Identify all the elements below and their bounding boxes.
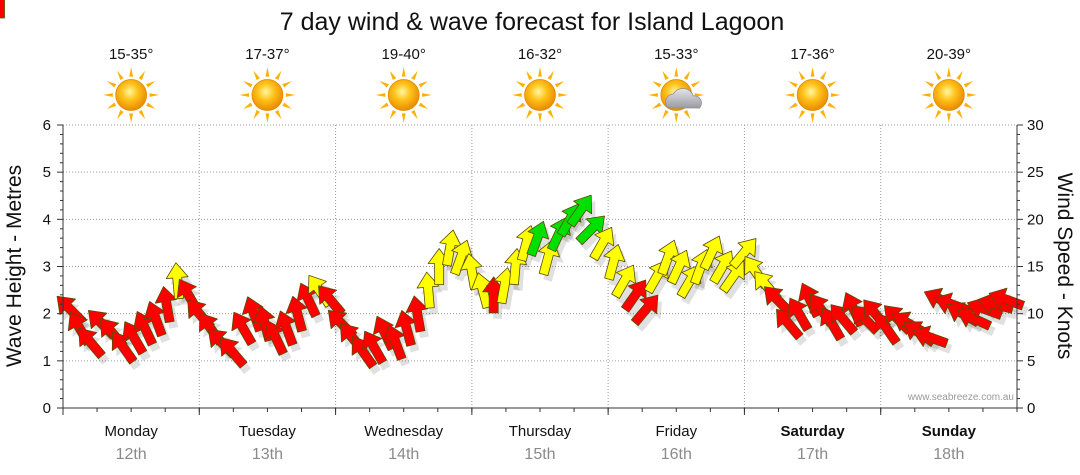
- sun-icon: [784, 66, 841, 124]
- wind-arrow: [405, 295, 429, 333]
- wind-arrow: [666, 249, 691, 286]
- wind-arrow: [611, 264, 636, 299]
- wind-arrow: [566, 194, 593, 228]
- day-name-label: Saturday: [780, 423, 845, 440]
- left-y-axis: 0 1 2 3 4 5 6: [43, 117, 63, 417]
- right-axis-title: Wind Speed - Knots: [1053, 173, 1076, 360]
- wind-arrows: [0, 0, 1025, 370]
- sun-icon: [239, 66, 296, 124]
- wind-arrow: [630, 294, 659, 327]
- wind-arrow: [603, 243, 626, 281]
- left-tick-label: 4: [43, 211, 51, 228]
- credit-text: www.seabreeze.com.au: [907, 392, 1014, 403]
- left-axis-title: Wave Height - Metres: [3, 165, 26, 367]
- left-tick-label: 1: [43, 353, 51, 370]
- sun-icon: [511, 66, 569, 124]
- day-date-label: 12th: [116, 446, 147, 463]
- wind-arrow: [526, 220, 550, 258]
- day-date-label: 15th: [524, 446, 555, 463]
- day-date-label: 17th: [797, 446, 828, 463]
- temperature-range: 16-32°: [518, 46, 562, 63]
- sun-icon: [920, 66, 978, 124]
- day-name-label: Tuesday: [239, 423, 296, 440]
- day-name-label: Sunday: [922, 423, 977, 440]
- wind-arrow: [776, 308, 804, 341]
- partly-cloudy-icon: [647, 66, 705, 124]
- right-tick-label: 30: [1027, 117, 1044, 134]
- right-tick-label: 10: [1027, 306, 1044, 323]
- wind-arrow: [154, 286, 178, 324]
- wind-arrow: [787, 297, 813, 332]
- wind-arrow: [416, 271, 440, 309]
- temperature-range: 19-40°: [382, 46, 426, 63]
- right-tick-label: 20: [1027, 211, 1044, 228]
- sun-icon: [102, 66, 160, 124]
- wind-arrow: [231, 311, 257, 347]
- wind-arrow: [0, 0, 5, 19]
- x-axis-days: Monday 12th Tuesday 13th Wednesday 14th Thursd…: [62, 408, 1018, 463]
- temperature-range: 15-33°: [654, 46, 698, 63]
- grid: [63, 124, 1017, 408]
- day-name-label: Thursday: [509, 423, 572, 440]
- chart-title: 7 day wind & wave forecast for Island La…: [280, 8, 784, 36]
- left-tick-label: 5: [43, 164, 51, 181]
- left-tick-label: 2: [43, 306, 51, 323]
- wind-arrow: [729, 238, 757, 270]
- day-date-label: 18th: [933, 446, 964, 463]
- left-tick-label: 3: [43, 259, 51, 276]
- wind-arrow: [719, 260, 745, 294]
- day-name-label: Monday: [104, 423, 158, 440]
- temperature-range: 20-39°: [927, 46, 971, 63]
- weather-row: 15-35° 17-37° 19-40° 16-32° 15-33° 17-36° 20-3…: [102, 46, 978, 124]
- right-tick-label: 15: [1027, 259, 1044, 276]
- temperature-range: 15-35°: [109, 46, 153, 63]
- right-tick-label: 0: [1027, 400, 1035, 417]
- wind-arrow: [912, 325, 949, 349]
- right-tick-label: 25: [1027, 164, 1044, 181]
- temperature-range: 17-37°: [245, 46, 289, 63]
- left-tick-label: 0: [43, 400, 51, 417]
- day-date-label: 16th: [661, 446, 692, 463]
- temperature-range: 17-36°: [790, 46, 834, 63]
- day-date-label: 14th: [388, 446, 419, 463]
- wind-arrow: [830, 304, 858, 336]
- wind-arrow: [220, 337, 248, 369]
- sun-icon: [375, 66, 433, 124]
- right-tick-label: 5: [1027, 353, 1035, 370]
- wind-arrow: [589, 226, 615, 262]
- wind-arrow: [285, 295, 308, 333]
- day-name-label: Wednesday: [364, 423, 443, 440]
- right-y-axis: 0 5 10 15 20 25 30: [1017, 117, 1044, 417]
- wind-arrow: [78, 327, 106, 360]
- cloud-shape: [665, 88, 702, 109]
- wind-arrow: [988, 287, 1025, 311]
- left-tick-label: 6: [43, 117, 51, 134]
- day-date-label: 13th: [252, 446, 283, 463]
- day-name-label: Friday: [655, 423, 697, 440]
- wind-arrow: [362, 330, 388, 365]
- wind-arrow: [699, 235, 724, 271]
